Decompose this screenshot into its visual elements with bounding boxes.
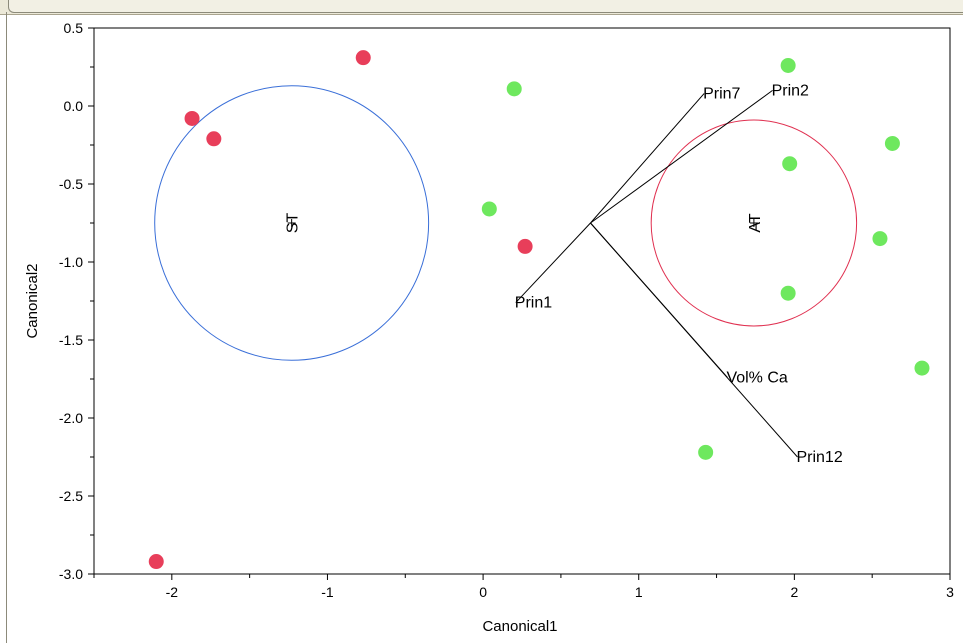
x-axis-ticks: -2 -1 0 1 2 3 <box>93 574 954 600</box>
group-center-label: ST <box>285 213 302 234</box>
data-point-at <box>884 135 900 151</box>
data-point-at <box>481 201 497 217</box>
x-tick-label: 3 <box>946 584 954 600</box>
y-tick-label: -2.0 <box>59 410 83 426</box>
y-tick-label: -1.0 <box>59 254 83 270</box>
biplot-ray <box>590 93 705 224</box>
biplot-ray <box>590 89 773 224</box>
y-tick-label: 0.0 <box>64 98 84 114</box>
data-point-at <box>782 156 798 172</box>
data-point-at <box>914 360 930 376</box>
biplot-rays: Prin7 Prin2 Prin1 Vol% Ca Prin12 <box>515 82 843 466</box>
data-point-st <box>517 238 533 254</box>
x-tick-label: 2 <box>790 584 798 600</box>
outline-node-bar <box>8 0 963 13</box>
data-point-st <box>355 50 371 66</box>
window-top-bar <box>0 0 963 15</box>
y-tick-label: 0.5 <box>64 20 84 36</box>
group-centers: ST AT <box>285 213 764 234</box>
biplot-ray-label: Prin2 <box>772 82 809 99</box>
data-point-st <box>206 131 222 147</box>
group-circles <box>154 85 858 361</box>
window-left-border <box>6 12 7 643</box>
x-tick-label: 1 <box>635 584 643 600</box>
biplot-ray-label: Prin12 <box>796 449 842 466</box>
data-point-st <box>148 554 164 570</box>
biplot-ray-label: Prin1 <box>515 295 552 312</box>
data-point-at <box>506 81 522 97</box>
group-center-st: ST <box>285 213 302 234</box>
x-tick-label: 0 <box>479 584 487 600</box>
plot-frame <box>93 27 951 575</box>
x-tick-label: -2 <box>166 584 179 600</box>
data-point-st <box>184 110 200 126</box>
y-axis-title: Canonical2 <box>24 263 41 338</box>
data-point-at <box>872 231 888 247</box>
data-point-at <box>780 285 796 301</box>
y-tick-label: -1.5 <box>59 332 83 348</box>
data-point-at <box>698 444 714 460</box>
y-axis-ticks: 0.5 0.0 -0.5 -1.0 -1.5 -2.0 -2.5 -3.0 <box>59 20 94 582</box>
group-circle-at <box>650 119 858 327</box>
y-tick-label: -3.0 <box>59 566 83 582</box>
data-point-at <box>780 57 796 73</box>
group-center-at: AT <box>747 213 764 232</box>
x-tick-label: -1 <box>321 584 334 600</box>
y-tick-label: -2.5 <box>59 488 83 504</box>
group-circle-st <box>154 85 430 361</box>
x-axis-title: Canonical1 <box>482 618 557 635</box>
biplot-ray-label: Prin7 <box>703 86 740 103</box>
biplot-ray <box>590 222 798 458</box>
data-points <box>148 50 930 570</box>
y-tick-label: -0.5 <box>59 176 83 192</box>
biplot-ray-label: Vol% Ca <box>726 369 787 386</box>
group-center-label: AT <box>747 213 764 232</box>
biplot-ray <box>515 222 591 303</box>
plot-area: -2 -1 0 1 2 3 0.50.0-0.5-1.0-1.5-2.0-2.5-3.0 … <box>59 20 954 600</box>
